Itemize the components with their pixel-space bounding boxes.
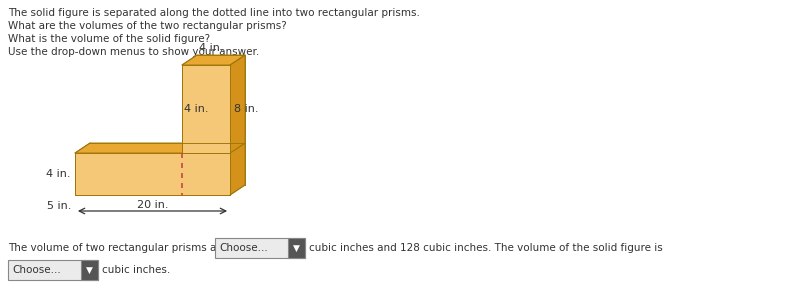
Text: Choose...: Choose... bbox=[12, 265, 61, 275]
Polygon shape bbox=[230, 55, 245, 153]
Polygon shape bbox=[182, 65, 230, 153]
Text: The volume of two rectangular prisms are: The volume of two rectangular prisms are bbox=[8, 243, 227, 253]
Text: 20 in.: 20 in. bbox=[137, 200, 168, 210]
Polygon shape bbox=[75, 153, 230, 195]
Text: Choose...: Choose... bbox=[219, 243, 268, 253]
FancyBboxPatch shape bbox=[215, 238, 305, 258]
Text: 4 in.: 4 in. bbox=[46, 169, 71, 179]
Text: 8 in.: 8 in. bbox=[234, 104, 258, 114]
Text: 4 in.: 4 in. bbox=[184, 104, 209, 114]
Polygon shape bbox=[182, 55, 245, 65]
Text: The solid figure is separated along the dotted line into two rectangular prisms.: The solid figure is separated along the … bbox=[8, 8, 420, 18]
FancyBboxPatch shape bbox=[8, 260, 98, 280]
Text: Use the drop-down menus to show your answer.: Use the drop-down menus to show your ans… bbox=[8, 47, 259, 57]
FancyBboxPatch shape bbox=[81, 260, 98, 280]
Polygon shape bbox=[230, 143, 245, 195]
Text: ▼: ▼ bbox=[86, 265, 93, 275]
Text: 5 in.: 5 in. bbox=[46, 201, 71, 211]
Text: What is the volume of the solid figure?: What is the volume of the solid figure? bbox=[8, 34, 210, 44]
Text: 4 in.: 4 in. bbox=[199, 43, 224, 53]
Text: cubic inches.: cubic inches. bbox=[102, 265, 170, 275]
Polygon shape bbox=[75, 143, 245, 153]
Text: What are the volumes of the two rectangular prisms?: What are the volumes of the two rectangu… bbox=[8, 21, 286, 31]
FancyBboxPatch shape bbox=[288, 238, 305, 258]
Text: ▼: ▼ bbox=[293, 243, 300, 252]
Text: cubic inches and 128 cubic inches. The volume of the solid figure is: cubic inches and 128 cubic inches. The v… bbox=[309, 243, 662, 253]
